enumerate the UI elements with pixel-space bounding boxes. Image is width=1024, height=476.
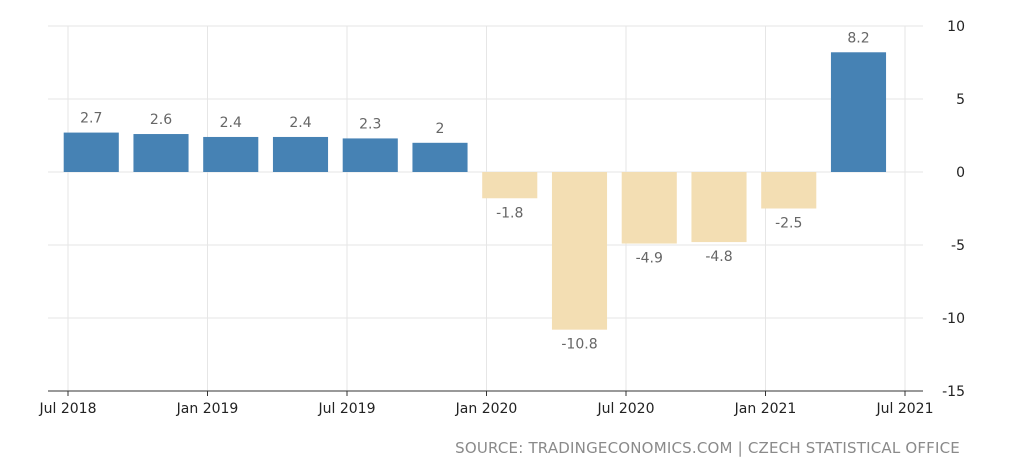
- bar: [621, 172, 677, 244]
- bar: [551, 172, 608, 330]
- x-tick-label: Jul 2021: [876, 401, 934, 417]
- bar: [203, 136, 259, 172]
- bar-value-label: -1.8: [496, 205, 523, 221]
- bar-value-label: 2.4: [289, 115, 311, 131]
- bar-value-label: -10.8: [561, 337, 597, 353]
- x-tick-label: Jan 2019: [176, 401, 239, 417]
- bar: [133, 134, 189, 172]
- bar: [272, 136, 329, 172]
- bar-value-label: 2.7: [80, 111, 102, 127]
- y-tick-label: -5: [951, 238, 965, 254]
- bar-value-label: -4.8: [705, 249, 732, 265]
- axes: 10 5 0 -5 -10 -15 Jul 2018 Jan 2019 Jul 2019 Jan …: [39, 19, 965, 417]
- x-tick-label: Jul 2020: [597, 401, 655, 417]
- bar: [342, 138, 398, 172]
- y-tick-label: 0: [956, 165, 965, 181]
- bar: [761, 172, 817, 209]
- y-tick-label: -10: [942, 311, 965, 327]
- data-labels: 2.7 2.6 2.4 2.4 2.3 2 -1.8 -10.8 -4.9 -4.8 -2.5 8.2: [80, 30, 870, 352]
- bar: [830, 52, 887, 172]
- x-tick-label: Jan 2020: [455, 401, 518, 417]
- x-tick-label: Jan 2021: [734, 401, 797, 417]
- bar-value-label: -4.9: [636, 251, 663, 267]
- bars: [63, 52, 887, 330]
- source-caption: SOURCE: TRADINGECONOMICS.COM | CZECH STA…: [455, 439, 960, 457]
- y-tick-label: 5: [956, 92, 965, 108]
- bar-value-label: 2: [436, 121, 445, 137]
- grid-lines: [48, 25, 923, 391]
- x-tick-label: Jul 2019: [318, 401, 376, 417]
- bar: [63, 132, 119, 172]
- y-tick-label: -15: [942, 384, 965, 400]
- bar: [412, 142, 468, 172]
- bar-value-label: 2.6: [150, 112, 172, 128]
- bar-value-label: 8.2: [847, 30, 869, 46]
- y-tick-label: 10: [947, 19, 965, 35]
- bar: [482, 172, 538, 199]
- bar-value-label: -2.5: [775, 216, 802, 232]
- bar-value-label: 2.4: [220, 115, 242, 131]
- bar: [691, 172, 747, 243]
- x-tick-label: Jul 2018: [39, 401, 97, 417]
- bar-value-label: 2.3: [359, 116, 381, 132]
